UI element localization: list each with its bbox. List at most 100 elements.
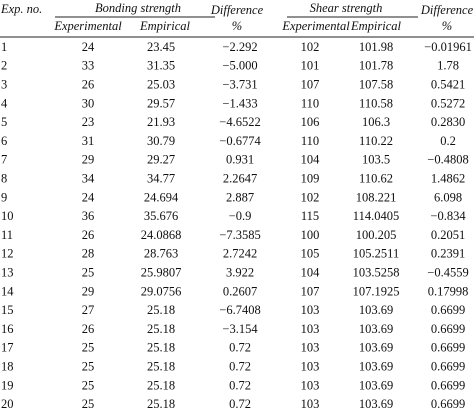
cell: 25.18 xyxy=(147,303,175,317)
cell: 29.27 xyxy=(147,153,175,167)
cell: 25 xyxy=(82,265,95,279)
cell: 26 xyxy=(82,322,95,336)
cell: 29 xyxy=(82,284,95,298)
cell: 2.7242 xyxy=(223,247,257,261)
cell: 25.18 xyxy=(147,322,175,336)
cell: 107 xyxy=(301,284,320,298)
cell: 0.6699 xyxy=(431,378,465,392)
row-label: 15 xyxy=(1,303,14,317)
cell: 31 xyxy=(82,134,95,148)
cell: 35.676 xyxy=(144,209,178,223)
cell: −0.4808 xyxy=(427,153,468,167)
cell: 25.18 xyxy=(147,359,175,373)
cell: −0.4559 xyxy=(427,265,468,279)
cell: 110 xyxy=(301,96,319,110)
cell: −3.154 xyxy=(222,322,258,336)
cell: 1.4862 xyxy=(431,171,465,185)
cell: 103.69 xyxy=(359,322,393,336)
cell: 0.5421 xyxy=(431,77,465,91)
cell: 0.2051 xyxy=(431,228,465,242)
row-label: 7 xyxy=(1,153,7,167)
cell: 0.6699 xyxy=(431,359,465,373)
cell: 0.17998 xyxy=(428,284,469,298)
cell: 29.0756 xyxy=(141,284,182,298)
row-label: 2 xyxy=(1,59,7,73)
cell: 36 xyxy=(82,209,95,223)
cell: 25.18 xyxy=(147,378,175,392)
cell: 6.098 xyxy=(434,190,462,204)
row-label: 19 xyxy=(1,378,14,392)
cell: 3.922 xyxy=(226,265,254,279)
cell: 0.6699 xyxy=(431,341,465,355)
cell: −5.000 xyxy=(222,59,257,73)
cell: 103.69 xyxy=(359,341,393,355)
cell: 110.58 xyxy=(359,96,393,110)
row-label: 11 xyxy=(1,228,13,242)
cell: 107.58 xyxy=(359,77,393,91)
cell: 100 xyxy=(301,228,320,242)
cell: 25.03 xyxy=(147,77,175,91)
cell: 103 xyxy=(301,359,320,373)
cell: 103 xyxy=(301,322,320,336)
cell: 24 xyxy=(82,40,95,54)
cell: 114.0405 xyxy=(353,209,399,223)
header-difference-unit: % xyxy=(232,19,242,33)
cell: 0.2830 xyxy=(431,115,465,129)
cell: 25.9807 xyxy=(141,265,182,279)
cell: −0.6774 xyxy=(219,134,261,148)
cell: 109 xyxy=(301,171,320,185)
cell: 0.72 xyxy=(229,378,251,392)
cell: 33 xyxy=(82,59,95,73)
cell: −0.834 xyxy=(430,209,466,223)
cell: 0.2607 xyxy=(223,284,257,298)
cell: 103.5 xyxy=(362,153,390,167)
cell: 24.694 xyxy=(144,190,179,204)
cell: 102 xyxy=(301,190,320,204)
cell: 106 xyxy=(301,115,320,129)
cell: 103 xyxy=(301,341,320,355)
cell: 21.93 xyxy=(147,115,175,129)
row-label: 20 xyxy=(1,397,14,411)
cell: 24.0868 xyxy=(141,228,182,242)
row-label: 9 xyxy=(1,190,7,204)
cell: 105 xyxy=(301,247,320,261)
cell: 34.77 xyxy=(147,171,175,185)
header-difference: Difference xyxy=(420,3,474,17)
cell: 115 xyxy=(301,209,319,223)
header-col: Experimental xyxy=(281,19,350,33)
cell: −4.6522 xyxy=(219,115,260,129)
header-exp-no: Exp. no. xyxy=(0,2,42,16)
cell: 34 xyxy=(82,171,95,185)
cell: −3.731 xyxy=(222,77,257,91)
cell: 25 xyxy=(82,378,95,392)
cell: 103 xyxy=(301,378,320,392)
cell: 103 xyxy=(301,397,320,411)
cell: 23 xyxy=(82,115,95,129)
cell: 104 xyxy=(301,265,321,279)
cell: 103.5258 xyxy=(353,265,400,279)
cell: 25.18 xyxy=(147,341,175,355)
cell: 103.69 xyxy=(359,397,393,411)
cell: 30.79 xyxy=(147,134,175,148)
cell: 24 xyxy=(82,190,95,204)
row-label: 14 xyxy=(1,284,14,298)
cell: 25.18 xyxy=(147,397,175,411)
cell: 107 xyxy=(301,77,320,91)
cell: 28.763 xyxy=(144,247,178,261)
cell: 103.69 xyxy=(359,378,393,392)
cell: 2.2647 xyxy=(223,171,257,185)
row-label: 3 xyxy=(1,77,7,91)
cell: 0.6699 xyxy=(431,322,465,336)
cell: 25 xyxy=(82,359,95,373)
cell: −0.01961 xyxy=(424,40,472,54)
header-col: Experimental xyxy=(53,19,122,33)
cell: 0.72 xyxy=(229,341,251,355)
header-bonding: Bonding strength xyxy=(95,1,181,15)
cell: 110.22 xyxy=(359,134,393,148)
row-label: 1 xyxy=(1,40,7,54)
cell: 101.78 xyxy=(359,59,393,73)
row-label: 10 xyxy=(1,209,14,223)
header-shear: Shear strength xyxy=(310,1,383,15)
cell: 30 xyxy=(82,96,95,110)
